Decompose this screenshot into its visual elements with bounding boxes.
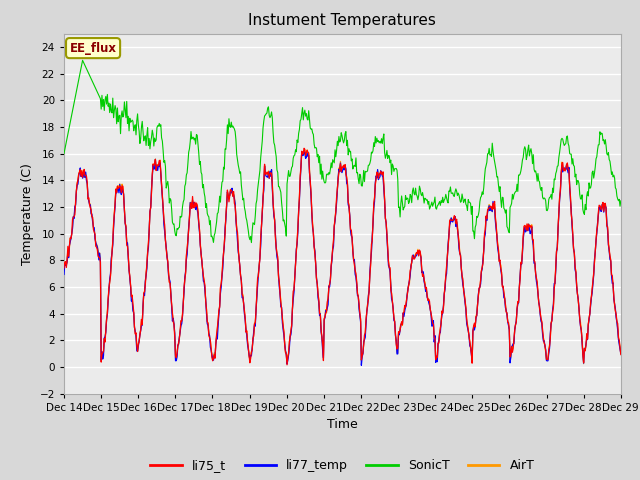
li77_temp	[617, 350, 625, 356]
Title: Instument Temperatures: Instument Temperatures	[248, 13, 436, 28]
li77_temp	[184, 239, 192, 244]
AirT	[303, 147, 311, 153]
li77_temp	[60, 272, 68, 277]
li77_temp	[428, 323, 436, 329]
AirT	[617, 350, 625, 356]
SonicT	[79, 58, 86, 63]
SonicT	[248, 240, 255, 245]
Line: SonicT: SonicT	[64, 60, 621, 242]
li75_t	[283, 362, 291, 368]
SonicT	[185, 149, 193, 155]
SonicT	[428, 199, 436, 205]
AirT	[127, 293, 135, 299]
li75_t	[184, 237, 192, 243]
Legend: li75_t, li77_temp, SonicT, AirT: li75_t, li77_temp, SonicT, AirT	[145, 455, 540, 477]
li77_temp	[127, 298, 135, 304]
li77_temp	[412, 253, 419, 259]
li77_temp	[298, 149, 305, 155]
SonicT	[70, 100, 78, 106]
li77_temp	[214, 336, 221, 342]
li75_t	[127, 294, 135, 300]
AirT	[184, 236, 192, 242]
li75_t	[60, 265, 68, 271]
li75_t	[617, 352, 625, 358]
SonicT	[128, 117, 136, 123]
li77_temp	[70, 216, 78, 221]
li75_t	[70, 214, 78, 219]
AirT	[428, 312, 435, 318]
li75_t	[300, 145, 308, 151]
Line: li75_t: li75_t	[64, 148, 621, 365]
AirT	[580, 361, 588, 367]
li75_t	[412, 252, 419, 258]
li75_t	[214, 325, 221, 331]
SonicT	[60, 151, 68, 156]
AirT	[60, 267, 68, 273]
SonicT	[214, 210, 222, 216]
Line: AirT: AirT	[64, 150, 621, 364]
Line: li77_temp: li77_temp	[64, 152, 621, 365]
Y-axis label: Temperature (C): Temperature (C)	[21, 163, 34, 264]
AirT	[70, 214, 78, 219]
li75_t	[428, 315, 436, 321]
SonicT	[617, 198, 625, 204]
AirT	[411, 252, 419, 258]
X-axis label: Time: Time	[327, 418, 358, 431]
SonicT	[412, 185, 419, 191]
AirT	[214, 327, 221, 333]
li77_temp	[358, 362, 365, 368]
Text: EE_flux: EE_flux	[70, 42, 116, 55]
